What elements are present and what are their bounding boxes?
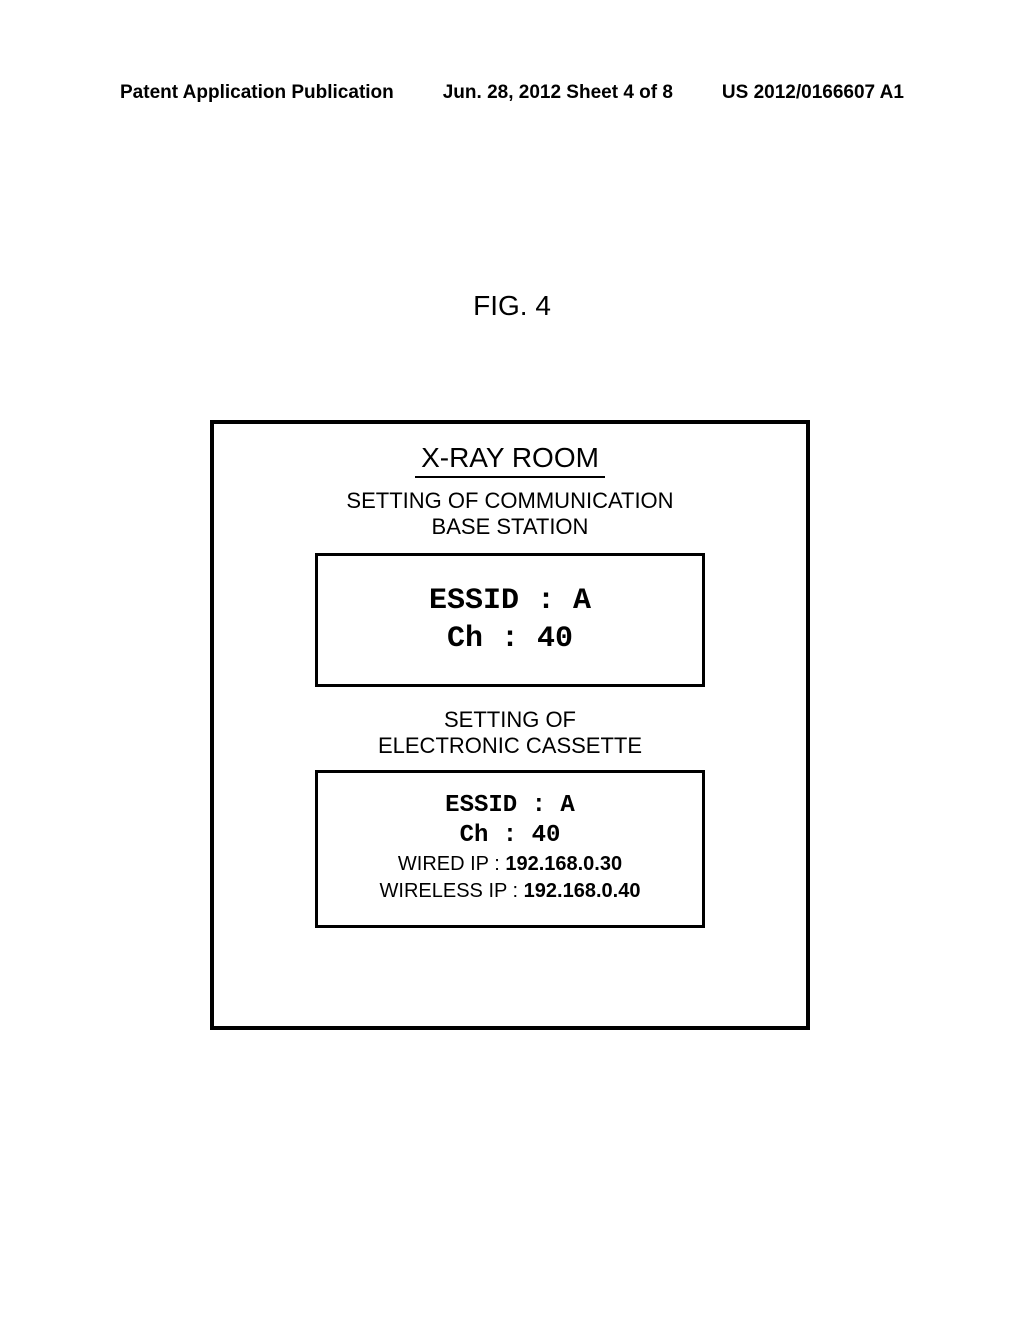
wireless-ip-value: 192.168.0.40 [524, 880, 641, 902]
wired-ip-label: WIRED IP : [398, 853, 500, 875]
essid-label: ESSID : [429, 584, 555, 618]
base-station-label-line2: BASE STATION [432, 514, 589, 539]
cassette-label-line1: SETTING OF [444, 707, 576, 732]
cassette-label: SETTING OF ELECTRONIC CASSETTE [214, 707, 806, 760]
base-station-label: SETTING OF COMMUNICATION BASE STATION [214, 488, 806, 541]
wireless-ip-label: WIRELESS IP : [380, 880, 519, 902]
base-station-box: ESSID : A Ch : 40 [315, 553, 705, 687]
room-title: X-RAY ROOM [415, 442, 605, 478]
cassette-ch-label: Ch : [460, 822, 518, 849]
base-station-essid-row: ESSID : A [328, 584, 692, 618]
room-title-wrap: X-RAY ROOM [214, 442, 806, 478]
ch-value: 40 [537, 622, 573, 656]
cassette-essid-label: ESSID : [445, 792, 546, 819]
cassette-box: ESSID : A Ch : 40 WIRED IP : 192.168.0.3… [315, 770, 705, 928]
cassette-essid-row: ESSID : A [328, 792, 692, 819]
cassette-ch-row: Ch : 40 [328, 822, 692, 849]
base-station-label-line1: SETTING OF COMMUNICATION [346, 488, 673, 513]
wired-ip-row: WIRED IP : 192.168.0.30 [328, 853, 692, 876]
cassette-ch-value: 40 [532, 822, 561, 849]
figure-label: FIG. 4 [0, 290, 1024, 322]
cassette-essid-value: A [560, 792, 574, 819]
essid-value: A [573, 584, 591, 618]
header-right: US 2012/0166607 A1 [722, 82, 904, 104]
page-header: Patent Application Publication Jun. 28, … [0, 82, 1024, 104]
base-station-ch-row: Ch : 40 [328, 622, 692, 656]
wireless-ip-row: WIRELESS IP : 192.168.0.40 [328, 880, 692, 903]
wired-ip-value: 192.168.0.30 [505, 853, 622, 875]
ch-label: Ch : [447, 622, 519, 656]
diagram-outer-box: X-RAY ROOM SETTING OF COMMUNICATION BASE… [210, 420, 810, 1030]
header-center: Jun. 28, 2012 Sheet 4 of 8 [443, 82, 673, 104]
cassette-label-line2: ELECTRONIC CASSETTE [378, 733, 642, 758]
header-left: Patent Application Publication [120, 82, 394, 104]
